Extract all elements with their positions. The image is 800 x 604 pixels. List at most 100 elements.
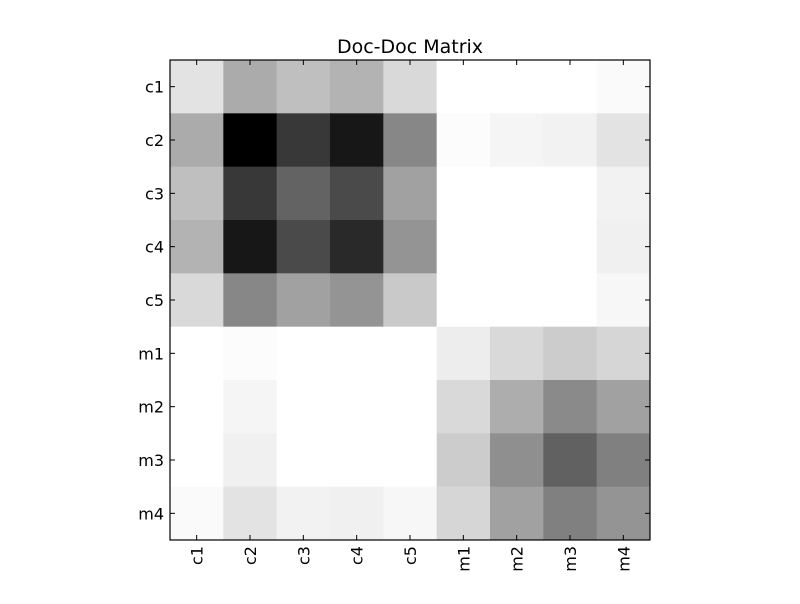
heatmap-cell-m4-c5 bbox=[383, 486, 438, 541]
y-tick-label-c2: c2 bbox=[145, 131, 164, 150]
heatmap-cell-c3-c1 bbox=[170, 166, 224, 221]
heatmap-cell-c1-m3 bbox=[543, 60, 598, 114]
heatmap-cell-c3-c5 bbox=[383, 166, 438, 221]
y-tick-label-c4: c4 bbox=[145, 238, 164, 257]
heatmap-cell-c5-m4 bbox=[596, 273, 651, 328]
heatmap-cell-c2-m3 bbox=[543, 113, 598, 168]
heatmap-cell-c2-c3 bbox=[276, 113, 331, 168]
heatmap-cell-m4-c3 bbox=[276, 486, 331, 541]
heatmap-cell-c2-m2 bbox=[490, 113, 544, 168]
heatmap-cell-c2-m1 bbox=[436, 113, 491, 168]
heatmap-cell-m2-m4 bbox=[596, 380, 651, 434]
heatmap-cell-c1-m1 bbox=[436, 60, 491, 114]
heatmap-cell-m4-m3 bbox=[543, 486, 598, 541]
heatmap-cell-m4-c4 bbox=[330, 486, 384, 541]
heatmap-cell-m2-c3 bbox=[276, 380, 331, 434]
heatmap-cell-m2-c2 bbox=[223, 380, 278, 434]
heatmap-cell-c4-m2 bbox=[490, 220, 544, 274]
heatmap-cell-c5-m2 bbox=[490, 273, 544, 328]
heatmap-cell-c3-m1 bbox=[436, 166, 491, 221]
heatmap-cell-c3-c4 bbox=[330, 166, 384, 221]
heatmap-cell-m2-c5 bbox=[383, 380, 438, 434]
heatmap-cell-c4-m4 bbox=[596, 220, 651, 274]
heatmap-cell-c1-m4 bbox=[596, 60, 651, 114]
heatmap-cell-c4-m1 bbox=[436, 220, 491, 274]
heatmap-cell-m4-c1 bbox=[170, 486, 224, 541]
heatmap-cell-c5-m3 bbox=[543, 273, 598, 328]
y-tick-label-m3: m3 bbox=[138, 451, 164, 470]
heatmap-cell-c4-m3 bbox=[543, 220, 598, 274]
x-tick-label-c1: c1 bbox=[188, 546, 207, 565]
heatmap-cell-c5-c4 bbox=[330, 273, 384, 328]
x-tick-label-c2: c2 bbox=[241, 546, 260, 565]
heatmap-cell-c5-c2 bbox=[223, 273, 278, 328]
heatmap-cell-c1-c4 bbox=[330, 60, 384, 114]
x-tick-label-c4: c4 bbox=[348, 546, 367, 565]
plot-frame bbox=[169, 59, 651, 541]
heatmap-cell-c1-c5 bbox=[383, 60, 438, 114]
x-tick-label-m2: m2 bbox=[508, 546, 527, 572]
heatmap-cell-m4-m2 bbox=[490, 486, 544, 541]
heatmap-cell-m2-c4 bbox=[330, 380, 384, 434]
heatmap-cell-m3-m2 bbox=[490, 433, 544, 488]
heatmap-cell-m3-c3 bbox=[276, 433, 331, 488]
heatmap-cell-c4-c3 bbox=[276, 220, 331, 274]
heatmap-cell-m3-m1 bbox=[436, 433, 491, 488]
y-tick-label-c1: c1 bbox=[145, 78, 164, 97]
heatmap-cell-c2-c4 bbox=[330, 113, 384, 168]
heatmap-cell-c1-m2 bbox=[490, 60, 544, 114]
heatmap-cell-c4-c5 bbox=[383, 220, 438, 274]
heatmap-cell-c3-m3 bbox=[543, 166, 598, 221]
heatmap-cell-m1-m3 bbox=[543, 326, 598, 381]
heatmap-cell-m3-c1 bbox=[170, 433, 224, 488]
heatmap-cell-c2-c1 bbox=[170, 113, 224, 168]
heatmap-cell-m1-m2 bbox=[490, 326, 544, 381]
axis-ticks bbox=[170, 60, 650, 540]
heatmap-cell-m3-m4 bbox=[596, 433, 651, 488]
heatmap-cell-m1-c2 bbox=[223, 326, 278, 381]
y-tick-label-c5: c5 bbox=[145, 291, 164, 310]
heatmap-cells bbox=[170, 60, 651, 541]
heatmap-cell-c3-c3 bbox=[276, 166, 331, 221]
heatmap-cell-c2-c2 bbox=[223, 113, 278, 168]
x-tick-label-c3: c3 bbox=[294, 546, 313, 565]
x-tick-label-m1: m1 bbox=[454, 546, 473, 572]
heatmap-cell-m3-c5 bbox=[383, 433, 438, 488]
heatmap-cell-c4-c4 bbox=[330, 220, 384, 274]
heatmap-cell-c5-c3 bbox=[276, 273, 331, 328]
y-tick-label-m1: m1 bbox=[138, 344, 164, 363]
heatmap-cell-m2-c1 bbox=[170, 380, 224, 434]
heatmap-cell-m1-c4 bbox=[330, 326, 384, 381]
axis-tick-labels: c1 c2 c3 c4 c5 m1 m2 m3 m4 c1 c2 c3 c4 c5 m1 m2 m3 m4 bbox=[138, 78, 633, 572]
y-tick-label-m4: m4 bbox=[138, 504, 164, 523]
heatmap-cell-m4-c2 bbox=[223, 486, 278, 541]
heatmap-cell-m2-m2 bbox=[490, 380, 544, 434]
heatmap-cell-m1-c3 bbox=[276, 326, 331, 381]
heatmap-cell-m1-c1 bbox=[170, 326, 224, 381]
heatmap-cell-c3-c2 bbox=[223, 166, 278, 221]
heatmap-cell-c1-c1 bbox=[170, 60, 224, 114]
heatmap-cell-m2-m1 bbox=[436, 380, 491, 434]
heatmap-cell-m4-m4 bbox=[596, 486, 651, 541]
heatmap-cell-m1-m1 bbox=[436, 326, 491, 381]
heatmap-cell-c3-m2 bbox=[490, 166, 544, 221]
y-tick-label-m2: m2 bbox=[138, 398, 164, 417]
x-tick-label-c5: c5 bbox=[401, 546, 420, 565]
heatmap-cell-m3-c4 bbox=[330, 433, 384, 488]
x-tick-label-m4: m4 bbox=[614, 546, 633, 572]
heatmap-cell-m1-m4 bbox=[596, 326, 651, 381]
heatmap-cell-c2-m4 bbox=[596, 113, 651, 168]
heatmap-cell-c5-c5 bbox=[383, 273, 438, 328]
heatmap-cell-c4-c2 bbox=[223, 220, 278, 274]
x-tick-label-m3: m3 bbox=[561, 546, 580, 572]
heatmap-cell-m3-c2 bbox=[223, 433, 278, 488]
heatmap-cell-m3-m3 bbox=[543, 433, 598, 488]
heatmap-cell-m2-m3 bbox=[543, 380, 598, 434]
heatmap-cell-c3-m4 bbox=[596, 166, 651, 221]
heatmap-cell-m4-m1 bbox=[436, 486, 491, 541]
heatmap-cell-c1-c3 bbox=[276, 60, 331, 114]
heatmap-cell-c2-c5 bbox=[383, 113, 438, 168]
chart-title: Doc-Doc Matrix bbox=[337, 36, 483, 58]
